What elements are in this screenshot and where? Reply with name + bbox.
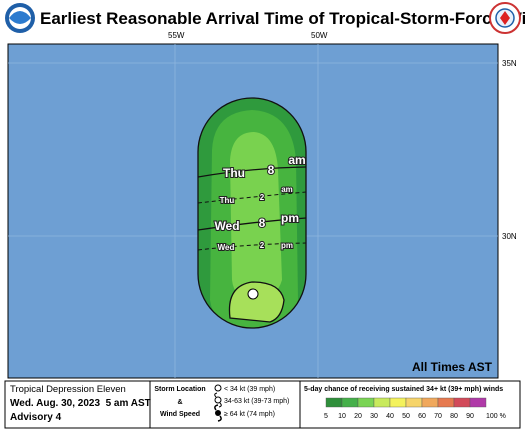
time-hour: 2 <box>260 241 265 250</box>
time-day: Thu <box>220 196 235 205</box>
outline <box>197 97 307 329</box>
time-labels: Thu 8 am Thu 2 am Wed 8 pm Wed 2 pm <box>213 152 306 253</box>
scale-swatch <box>373 397 391 408</box>
time-day: Wed <box>214 219 239 233</box>
scale-swatch <box>325 397 343 408</box>
issued: Wed. Aug. 30, 2023 5 am AST <box>10 398 151 409</box>
legend-title: & <box>177 399 182 406</box>
storm-location <box>247 288 259 300</box>
symbol-hu <box>214 404 222 422</box>
time-day: Wed <box>218 243 235 252</box>
scale-swatch <box>389 397 407 408</box>
legend-item: ≥ 64 kt (74 mph) <box>224 411 275 418</box>
scale-swatch <box>341 397 359 408</box>
time-hour: 8 <box>268 163 275 177</box>
time-ampm: pm <box>281 211 299 225</box>
time-ampm: pm <box>281 241 293 250</box>
scale-swatch <box>453 397 471 408</box>
lon-label: 55W <box>168 31 185 40</box>
legend-title: Wind Speed <box>160 411 200 418</box>
scale-title: 5-day chance of receiving sustained 34+ … <box>304 386 503 393</box>
graticule <box>8 44 498 378</box>
title: Earliest Reasonable Arrival Time of Trop… <box>40 9 525 28</box>
scale-label: 100 % <box>486 413 506 420</box>
symbol-td <box>214 384 222 392</box>
nws-logo <box>489 2 521 34</box>
scale-swatch <box>357 397 375 408</box>
scale-swatch <box>469 397 487 408</box>
scale-label: 60 <box>418 413 426 420</box>
probability-area <box>198 98 306 328</box>
legend-item: < 34 kt (39 mph) <box>224 386 275 393</box>
time-day: Thu <box>223 166 245 180</box>
times-note: All Times AST <box>412 360 493 374</box>
scale-swatch <box>405 397 423 408</box>
storm-name: Tropical Depression Eleven <box>10 384 126 395</box>
legend-item: 34-63 kt (39-73 mph) <box>224 398 289 405</box>
lat-label: 35N <box>502 59 517 68</box>
scale-label: 80 <box>450 413 458 420</box>
time-hour: 8 <box>259 216 266 230</box>
scale-swatch <box>421 397 439 408</box>
advisory: Advisory 4 <box>10 412 62 423</box>
lat-label: 30N <box>502 232 517 241</box>
time-ampm: am <box>288 153 305 167</box>
noaa-logo <box>5 3 35 33</box>
time-ampm: am <box>281 185 293 194</box>
legend-title: Storm Location <box>154 386 205 393</box>
scale-label: 50 <box>402 413 410 420</box>
scale-label: 40 <box>386 413 394 420</box>
scale-swatch <box>437 397 455 408</box>
scale-label: 90 <box>466 413 474 420</box>
color-scale: 5 10 20 30 40 50 60 70 80 90 100 % <box>324 397 506 420</box>
scale-label: 70 <box>434 413 442 420</box>
lon-label: 50W <box>311 31 328 40</box>
scale-label: 5 <box>324 413 328 420</box>
symbol-ts <box>214 392 222 408</box>
inner-contour <box>228 281 285 323</box>
time-hour: 2 <box>260 193 265 202</box>
scale-label: 10 <box>338 413 346 420</box>
scale-label: 20 <box>354 413 362 420</box>
scale-label: 30 <box>370 413 378 420</box>
